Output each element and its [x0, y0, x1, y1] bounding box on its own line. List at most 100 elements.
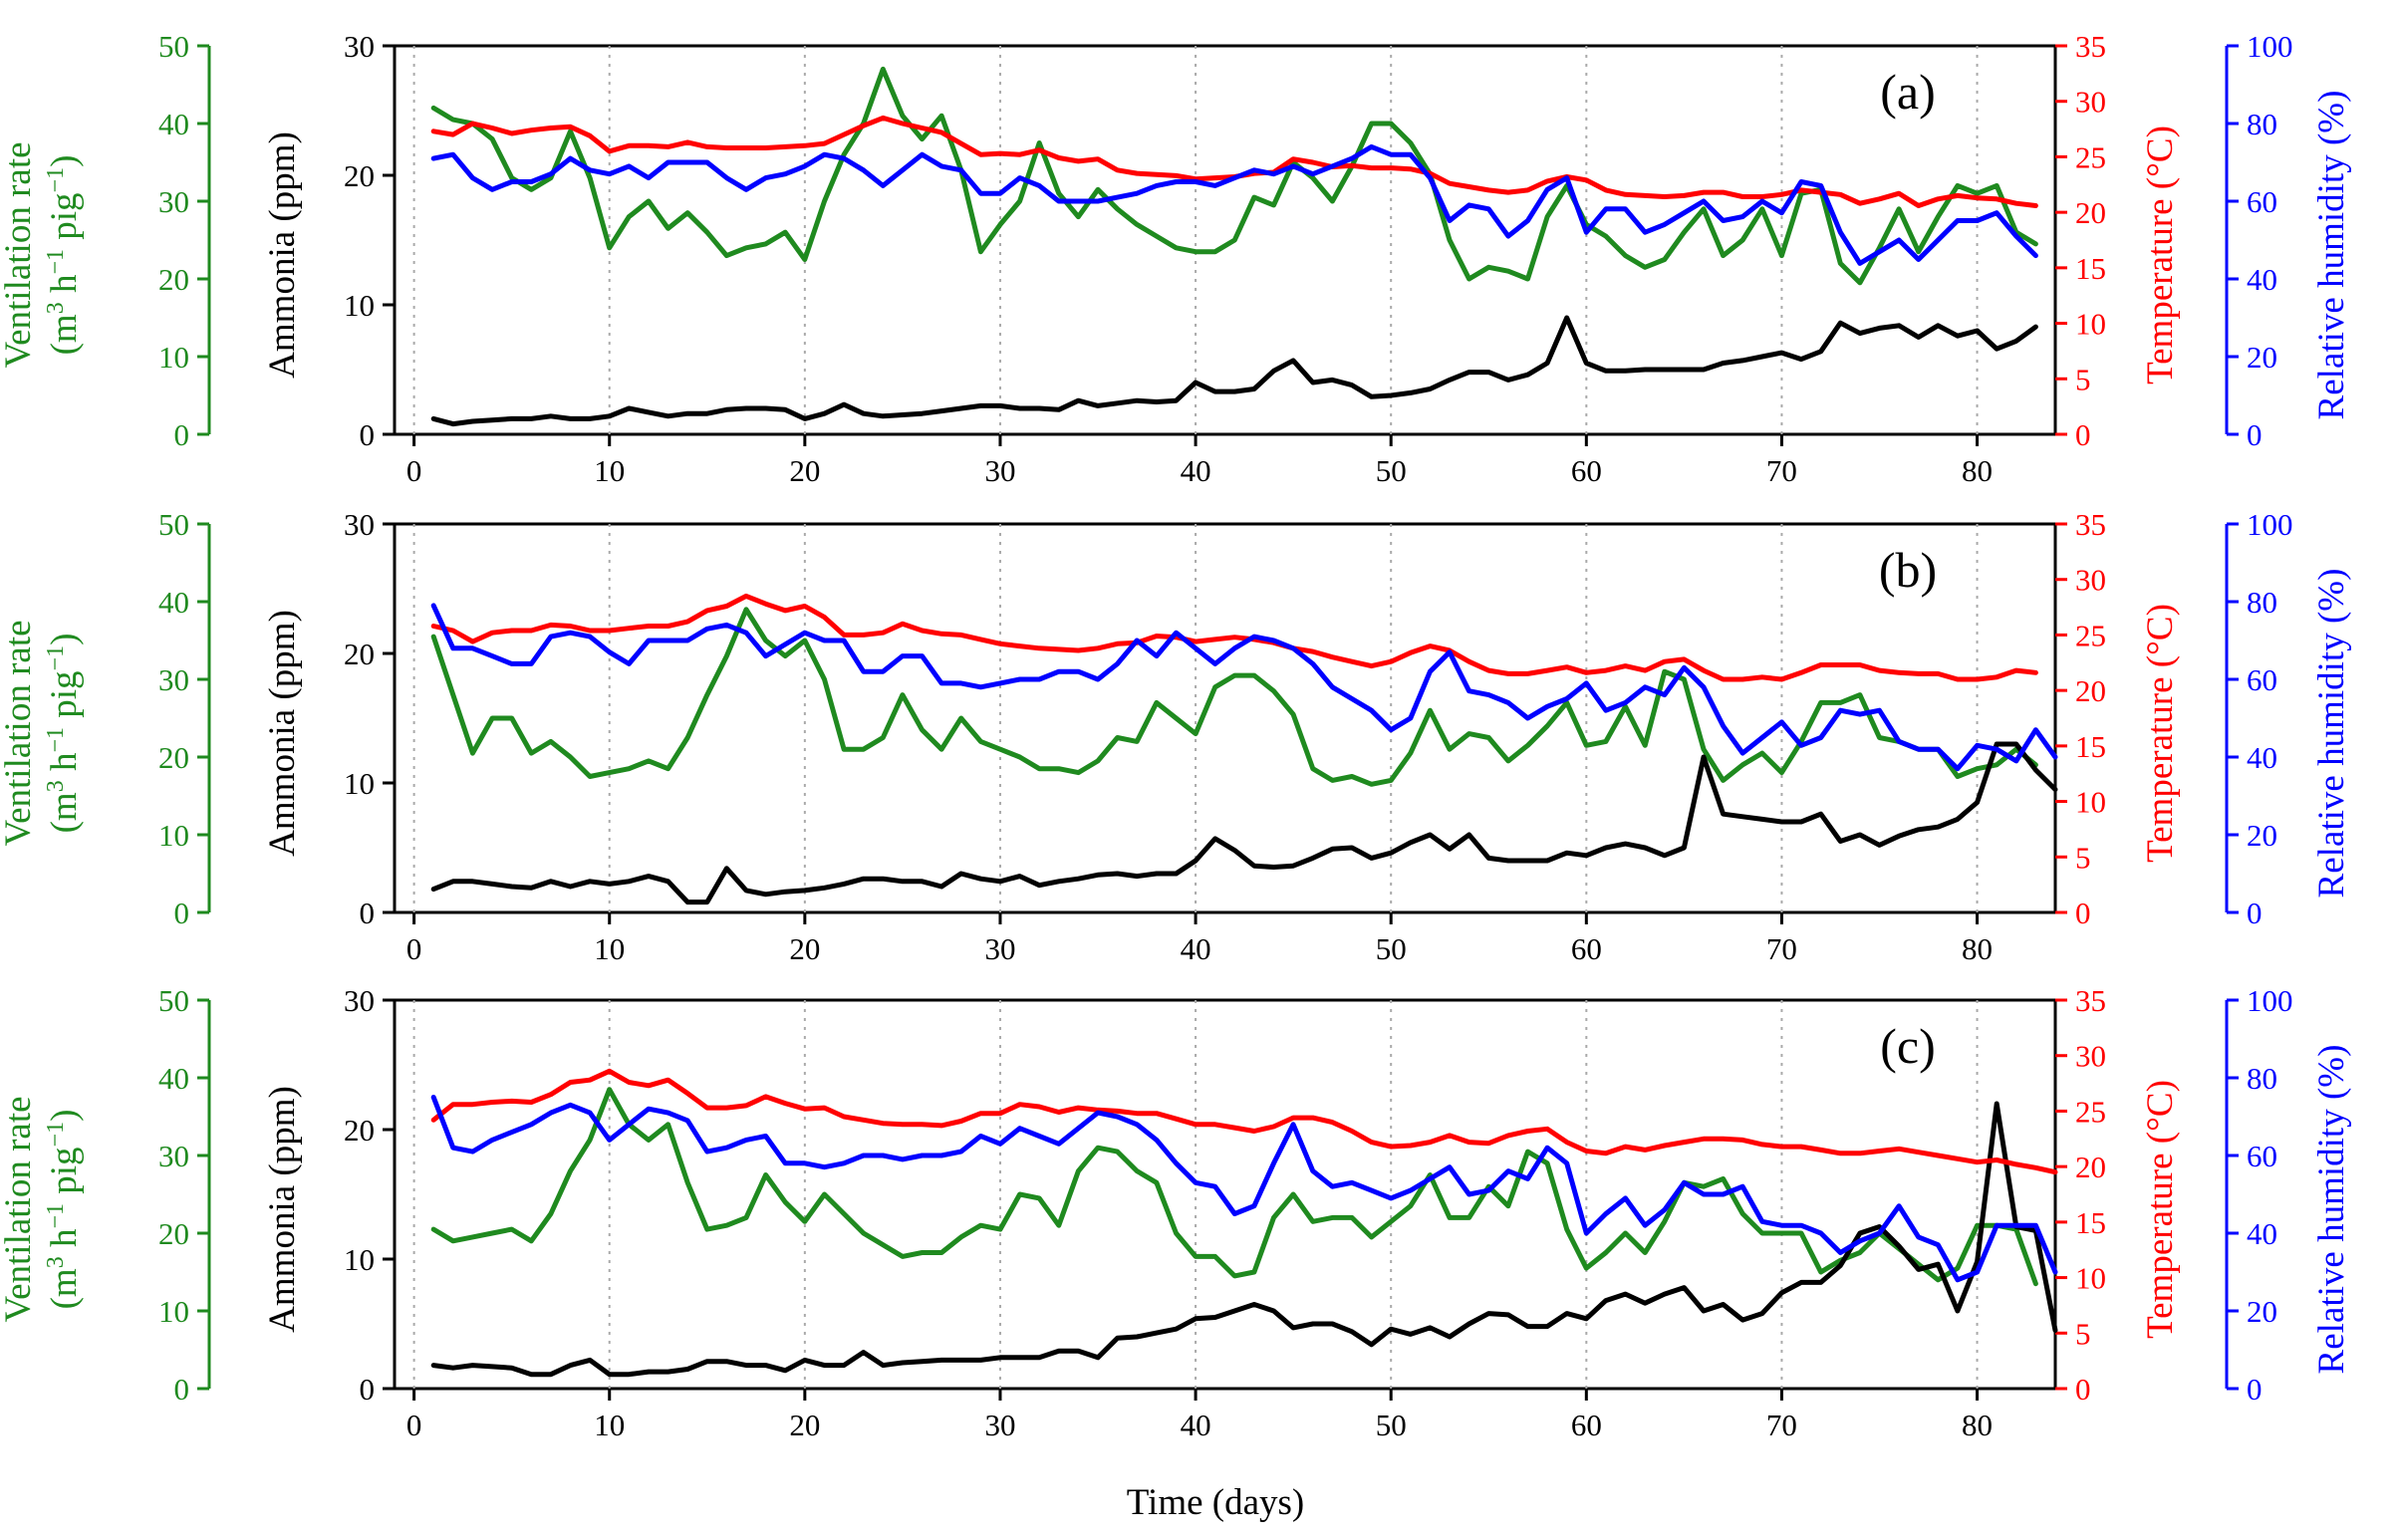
panel-c-humidity-axis-title: Relative humidity (%) — [2311, 1045, 2352, 1375]
panel-c-label: (c) — [1880, 1018, 1936, 1074]
panel-a-humidity-tick-label-40: 40 — [2247, 262, 2277, 297]
panel-a-ventilation-tick-label-10: 10 — [158, 340, 189, 375]
panel-c-ventilation-axis-title: Ventilation rate — [0, 1096, 39, 1322]
panel-b-ventilation-tick-label-40: 40 — [158, 585, 189, 620]
panel-c-humidity-tick-label-60: 60 — [2247, 1139, 2277, 1173]
panel-b-ventilation-units-part-1: 3 — [43, 780, 69, 792]
panel-a-x-tick-label-50: 50 — [1376, 453, 1407, 488]
panel-c-humidity-tick-label-0: 0 — [2247, 1372, 2263, 1407]
panel-c-x-tick-label-40: 40 — [1181, 1408, 1211, 1442]
panel-a-label: (a) — [1880, 64, 1936, 120]
panel-b-temperature-tick-label-25: 25 — [2075, 618, 2106, 652]
panel-a-ventilation-units-part-6: ) — [44, 155, 85, 167]
panel-b-ammonia-axis-title: Ammonia (ppm) — [262, 610, 303, 857]
panel-c-ventilation-tick-label-10: 10 — [158, 1294, 189, 1329]
panel-c-ventilation-tick-label-50: 50 — [158, 983, 189, 1018]
x-axis-title: Time (days) — [1127, 1482, 1305, 1523]
panel-b-x-tick-label-40: 40 — [1181, 931, 1211, 966]
panel-a-ventilation-units-part-5: −1 — [43, 167, 69, 193]
panel-b-ammonia-tick-label-10: 10 — [344, 766, 375, 801]
panels-container: 0 10 20 30 40 50 60 70 8001020304050010203005101… — [0, 29, 2352, 1442]
panel-a-ventilation-axis-title: Ventilation rate — [0, 141, 39, 368]
panel-c-temperature-axis-title: Temperature (°C) — [2140, 1080, 2181, 1339]
panel-c-series-ventilation — [430, 1087, 2038, 1287]
panel-b-ventilation-units-part-6: ) — [44, 634, 85, 645]
panel-b-temperature-tick-label-30: 30 — [2075, 563, 2106, 598]
panel-b-temperature-tick-label-5: 5 — [2075, 840, 2091, 875]
panel-c-series-temperature — [430, 1068, 2058, 1175]
panel-a-temperature-tick-label-15: 15 — [2075, 251, 2106, 286]
panel-c-x-tick-label-50: 50 — [1376, 1408, 1407, 1442]
panel-c-temperature-tick-label-35: 35 — [2075, 983, 2106, 1018]
panel-c-ventilation-tick-label-30: 30 — [158, 1139, 189, 1173]
panel-a-ventilation-tick-label-20: 20 — [158, 262, 189, 297]
panel-a-series-ammonia — [430, 315, 2038, 427]
panel-b-x-tick-label-50: 50 — [1376, 931, 1407, 966]
panel-b-x-tick-label-70: 70 — [1766, 931, 1797, 966]
panel-a-humidity-tick-label-60: 60 — [2247, 184, 2277, 219]
panel-b-x-tick-label-30: 30 — [984, 931, 1015, 966]
panel-b-x-tick-label-0: 0 — [406, 931, 422, 966]
panel-b-temperature-tick-label-15: 15 — [2075, 729, 2106, 764]
panel-c-temperature-tick-label-20: 20 — [2075, 1150, 2106, 1184]
panel-b-x-tick-label-20: 20 — [789, 931, 820, 966]
panel-c-temperature-tick-label-0: 0 — [2075, 1372, 2091, 1407]
panel-a-ventilation-units-part-4: pig — [44, 192, 85, 249]
panel-c-ventilation-axis-units: (m3 h−1 pig−1) — [43, 1110, 85, 1310]
panel-c-humidity-tick-label-40: 40 — [2247, 1216, 2277, 1251]
panel-b-temperature-tick-label-35: 35 — [2075, 507, 2106, 542]
panel-c-series-ammonia — [430, 1101, 2058, 1378]
panel-b-humidity-tick-label-80: 80 — [2247, 585, 2277, 620]
panel-c-ventilation-tick-label-40: 40 — [158, 1061, 189, 1096]
panel-a-series-ventilation — [430, 66, 2038, 286]
panel-a-x-tick-label-40: 40 — [1181, 453, 1211, 488]
panel-c-ventilation-units-part-0: (m — [44, 1268, 85, 1309]
panel-b-humidity-tick-label-100: 100 — [2247, 507, 2293, 542]
panel-c-x-tick-label-30: 30 — [984, 1408, 1015, 1442]
panel-a-x-tick-label-0: 0 — [406, 453, 422, 488]
panel-b-series-temperature — [430, 593, 2038, 682]
panel-a-ammonia-axis-title: Ammonia (ppm) — [262, 131, 303, 379]
panel-c-humidity-tick-label-80: 80 — [2247, 1061, 2277, 1096]
panel-a-temperature-tick-label-30: 30 — [2075, 85, 2106, 120]
panel-c-ammonia-tick-label-30: 30 — [344, 983, 375, 1018]
panel-c-temperature-tick-label-15: 15 — [2075, 1205, 2106, 1240]
panel-c-ventilation-tick-label-20: 20 — [158, 1216, 189, 1251]
panel-a-x-tick-label-30: 30 — [984, 453, 1015, 488]
panel-a-x-tick-label-10: 10 — [594, 453, 625, 488]
panel-c-x-tick-label-60: 60 — [1571, 1408, 1602, 1442]
panel-a-ventilation-units-part-1: 3 — [43, 302, 69, 314]
panel-a-temperature-tick-label-35: 35 — [2075, 29, 2106, 64]
panel-a: 0 10 20 30 40 50 60 70 8001020304050010203005101… — [0, 29, 2352, 488]
panel-a-ventilation-units-part-3: −1 — [43, 249, 69, 275]
panel-b-x-tick-label-60: 60 — [1571, 931, 1602, 966]
panel-b-ventilation-units-part-5: −1 — [43, 645, 69, 671]
panel-a-temperature-tick-label-25: 25 — [2075, 139, 2106, 174]
panel-a-x-tick-label-20: 20 — [789, 453, 820, 488]
panel-c: 0 10 20 30 40 50 60 70 8001020304050010203005101… — [0, 983, 2352, 1442]
panel-c-ventilation-units-part-5: −1 — [43, 1122, 69, 1148]
panel-b-series-ventilation — [430, 607, 2038, 787]
panel-a-ammonia-tick-label-20: 20 — [344, 158, 375, 193]
panel-c-ammonia-tick-label-20: 20 — [344, 1113, 375, 1148]
panel-c-series-humidity — [430, 1095, 2058, 1283]
panel-b-humidity-tick-label-20: 20 — [2247, 818, 2277, 853]
panel-c-ammonia-tick-label-0: 0 — [360, 1372, 376, 1407]
panel-b-ventilation-axis-title: Ventilation rate — [0, 620, 39, 846]
panel-a-ventilation-tick-label-30: 30 — [158, 184, 189, 219]
panel-a-x-tick-label-80: 80 — [1962, 453, 1993, 488]
panel-a-ventilation-axis-units: (m3 h−1 pig−1) — [43, 155, 85, 356]
panel-c-x-tick-label-70: 70 — [1766, 1408, 1797, 1442]
panel-c-humidity-tick-label-100: 100 — [2247, 983, 2293, 1018]
panel-c-plot-frame — [393, 998, 2057, 1391]
panel-a-temperature-tick-label-20: 20 — [2075, 195, 2106, 230]
panel-b-ventilation-units-part-3: −1 — [43, 727, 69, 753]
panel-b-ammonia-tick-label-20: 20 — [344, 637, 375, 671]
panel-a-x-tick-label-60: 60 — [1571, 453, 1602, 488]
panel-a-temperature-tick-label-5: 5 — [2075, 362, 2091, 396]
panel-a-humidity-tick-label-100: 100 — [2247, 29, 2293, 64]
panel-a-ventilation-tick-label-40: 40 — [158, 107, 189, 141]
panel-a-ammonia-tick-label-0: 0 — [360, 417, 376, 452]
panel-b: 0 10 20 30 40 50 60 70 8001020304050010203005101… — [0, 507, 2352, 966]
panel-c-temperature-tick-label-5: 5 — [2075, 1316, 2091, 1351]
